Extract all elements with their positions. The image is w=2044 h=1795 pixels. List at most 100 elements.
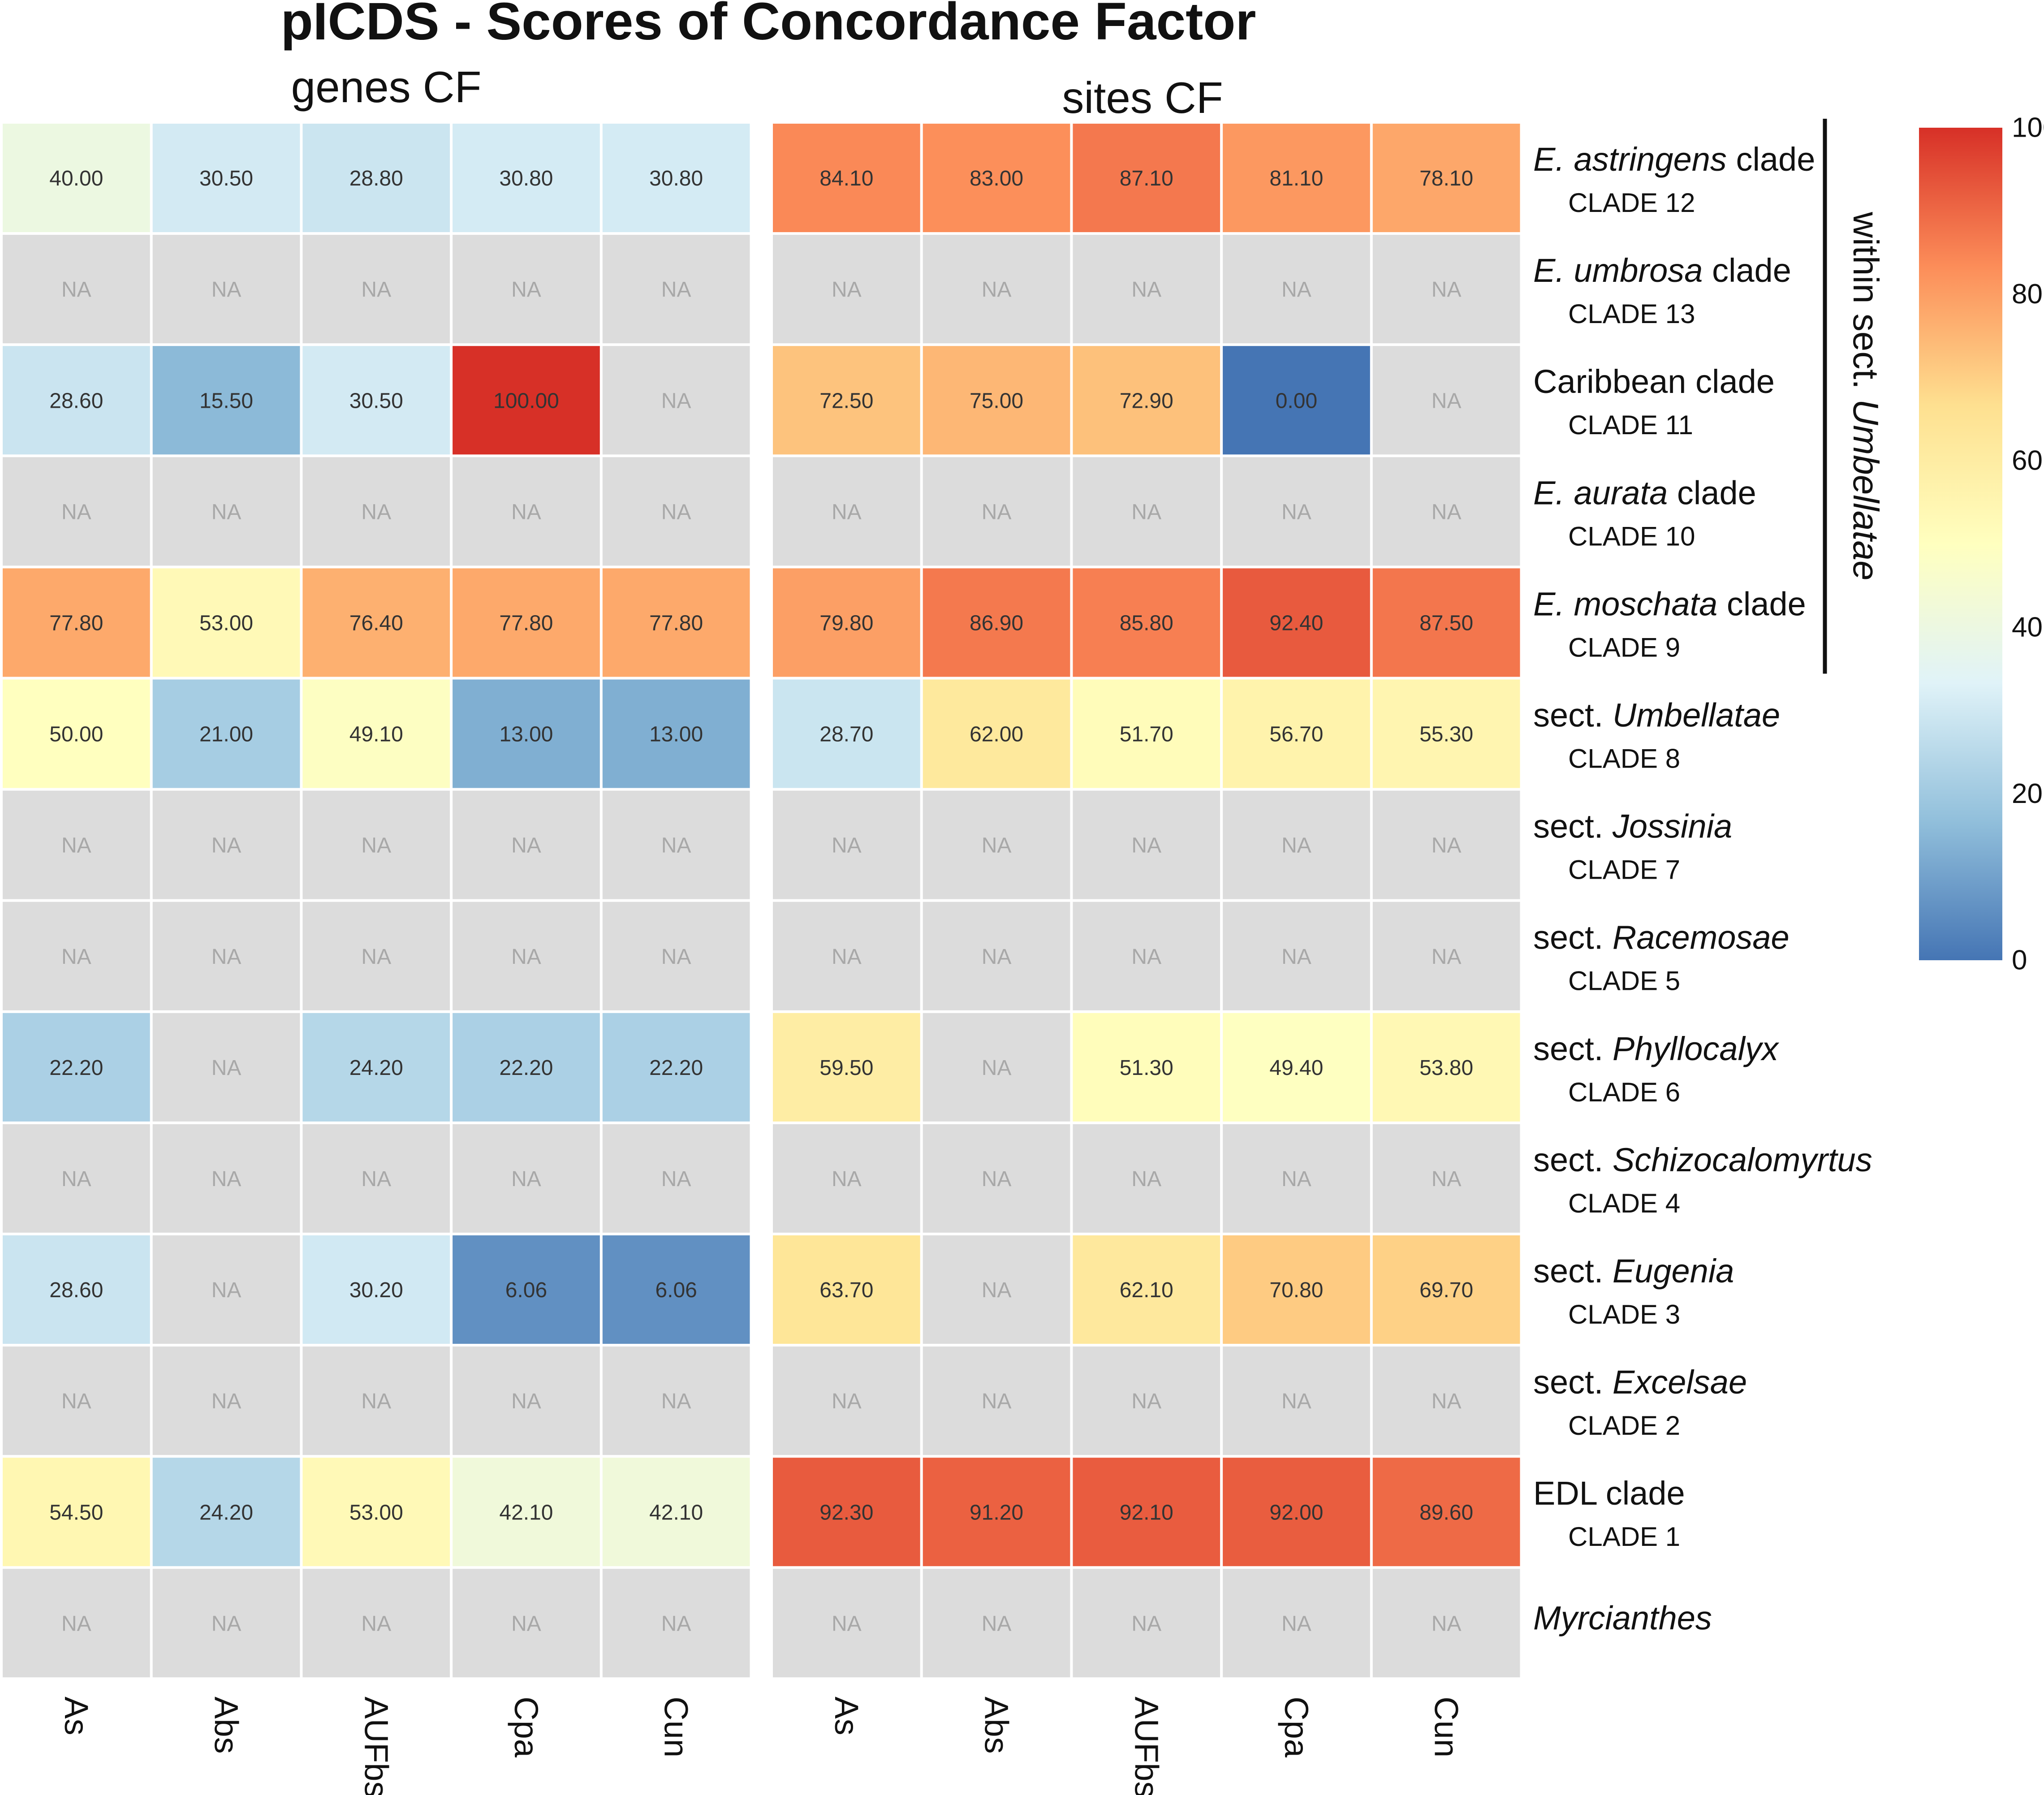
cell-genes-r0-c0 — [3, 124, 150, 233]
cell-label-sites-r5-c3: 56.70 — [1269, 723, 1323, 746]
cell-label-genes-r7-c3: NA — [511, 945, 541, 969]
cell-sites-r3-c3 — [1223, 457, 1370, 566]
cell-sites-r6-c3 — [1223, 790, 1370, 899]
cell-genes-r10-c1 — [152, 1235, 300, 1344]
row-label-8: sect. Phyllocalyx — [1533, 1030, 1780, 1067]
panel-title-genes: genes CF — [291, 62, 482, 112]
row-sublabel-9: CLADE 4 — [1568, 1188, 1680, 1218]
cell-sites-r6-c1 — [923, 790, 1070, 899]
cell-sites-r3-c2 — [1073, 457, 1220, 566]
cell-label-genes-r7-c1: NA — [211, 945, 241, 969]
cell-label-genes-r6-c2: NA — [361, 834, 391, 858]
column-label-sites-aufbs: AUFbs — [1128, 1696, 1165, 1795]
cell-label-genes-r13-c0: NA — [61, 1612, 91, 1635]
cell-label-genes-r7-c4: NA — [661, 945, 691, 969]
cell-sites-r9-c1 — [923, 1124, 1070, 1233]
row-label-0: E. astringens clade — [1533, 141, 1815, 178]
cell-genes-r10-c3 — [453, 1235, 600, 1344]
row-label-11: sect. Excelsae — [1533, 1364, 1747, 1401]
cell-genes-r10-c2 — [302, 1235, 450, 1344]
cell-sites-r11-c4 — [1372, 1346, 1520, 1455]
cell-genes-r11-c0 — [3, 1346, 150, 1455]
cell-label-genes-r1-c4: NA — [661, 278, 691, 302]
cell-label-genes-r8-c1: NA — [211, 1056, 241, 1080]
row-label-3: E. aurata clade — [1533, 474, 1756, 511]
cell-sites-r0-c3 — [1223, 124, 1370, 233]
cell-genes-r11-c1 — [152, 1346, 300, 1455]
cell-genes-r9-c4 — [602, 1124, 750, 1233]
cell-label-sites-r12-c4: 89.60 — [1419, 1501, 1473, 1524]
cell-label-genes-r4-c0: 77.80 — [49, 611, 103, 635]
cell-label-sites-r1-c0: NA — [832, 278, 862, 302]
bracket-label: within sect. Umbellatae — [1846, 211, 1886, 581]
cell-label-sites-r4-c4: 87.50 — [1419, 611, 1473, 635]
colorbar-tick-0: 0 — [2012, 945, 2027, 976]
cell-label-genes-r2-c1: 15.50 — [199, 389, 253, 413]
colorbar-tick-40: 40 — [2012, 612, 2043, 643]
cell-sites-r7-c2 — [1073, 902, 1220, 1010]
cell-genes-r9-c1 — [152, 1124, 300, 1233]
cell-sites-r0-c0 — [773, 124, 920, 233]
cell-label-sites-r2-c0: 72.50 — [819, 389, 873, 413]
cell-label-genes-r3-c2: NA — [361, 500, 391, 524]
cell-sites-r5-c2 — [1073, 679, 1220, 788]
chart-title: pICDS - Scores of Concordance Factor — [281, 0, 1256, 51]
cell-label-genes-r8-c4: 22.20 — [649, 1056, 703, 1080]
cell-label-genes-r11-c4: NA — [661, 1389, 691, 1413]
cell-label-sites-r7-c0: NA — [832, 945, 862, 969]
cell-label-sites-r2-c3: 0.00 — [1276, 389, 1317, 413]
cell-label-genes-r13-c4: NA — [661, 1612, 691, 1635]
cell-label-sites-r0-c3: 81.10 — [1269, 167, 1323, 190]
column-label-sites-cun: Cun — [1428, 1696, 1465, 1757]
cell-sites-r4-c2 — [1073, 568, 1220, 677]
cell-genes-r0-c4 — [602, 124, 750, 233]
cell-label-sites-r7-c3: NA — [1281, 945, 1311, 969]
cell-label-genes-r8-c3: 22.20 — [499, 1056, 553, 1080]
cell-sites-r8-c2 — [1073, 1013, 1220, 1122]
cell-genes-r8-c1 — [152, 1013, 300, 1122]
cell-label-genes-r3-c4: NA — [661, 500, 691, 524]
cell-label-genes-r0-c1: 30.50 — [199, 167, 253, 190]
cell-label-sites-r6-c3: NA — [1281, 834, 1311, 858]
cell-sites-r11-c2 — [1073, 1346, 1220, 1455]
cell-label-genes-r5-c4: 13.00 — [649, 723, 703, 746]
cell-genes-r1-c1 — [152, 235, 300, 344]
cell-label-genes-r0-c0: 40.00 — [49, 167, 103, 190]
cell-sites-r1-c1 — [923, 235, 1070, 344]
cell-genes-r13-c1 — [152, 1569, 300, 1678]
umbellatae-bracket: within sect. Umbellatae — [1823, 119, 1886, 674]
cell-genes-r3-c0 — [3, 457, 150, 566]
cell-genes-r4-c0 — [3, 568, 150, 677]
cell-sites-r13-c0 — [773, 1569, 920, 1678]
cell-sites-r9-c0 — [773, 1124, 920, 1233]
cell-sites-r10-c1 — [923, 1235, 1070, 1344]
cell-sites-r6-c2 — [1073, 790, 1220, 899]
column-label-genes-as: As — [58, 1696, 95, 1735]
cell-genes-r10-c4 — [602, 1235, 750, 1344]
cell-label-genes-r9-c0: NA — [61, 1167, 91, 1191]
cell-label-sites-r13-c3: NA — [1281, 1612, 1311, 1635]
row-label-10: sect. Eugenia — [1533, 1252, 1734, 1290]
cell-label-sites-r13-c4: NA — [1432, 1612, 1462, 1635]
cell-sites-r7-c1 — [923, 902, 1070, 1010]
cell-label-sites-r12-c2: 92.10 — [1120, 1501, 1173, 1524]
cell-sites-r10-c0 — [773, 1235, 920, 1344]
cell-label-genes-r12-c4: 42.10 — [649, 1501, 703, 1524]
cell-genes-r4-c3 — [453, 568, 600, 677]
cell-label-genes-r12-c2: 53.00 — [349, 1501, 403, 1524]
cell-genes-r7-c2 — [302, 902, 450, 1010]
cell-sites-r12-c4 — [1372, 1458, 1520, 1566]
cell-label-sites-r13-c0: NA — [832, 1612, 862, 1635]
cell-sites-r13-c1 — [923, 1569, 1070, 1678]
column-label-sites-cpa: Cpa — [1278, 1696, 1315, 1758]
cell-label-sites-r11-c4: NA — [1432, 1389, 1462, 1413]
cell-label-sites-r7-c4: NA — [1432, 945, 1462, 969]
cell-label-sites-r2-c1: 75.00 — [970, 389, 1023, 413]
cell-genes-r0-c1 — [152, 124, 300, 233]
cell-label-sites-r0-c0: 84.10 — [819, 167, 873, 190]
column-label-genes-cun: Cun — [658, 1696, 695, 1757]
row-label-13: Myrcianthes — [1533, 1599, 1712, 1636]
cell-label-sites-r10-c2: 62.10 — [1120, 1278, 1173, 1302]
cell-label-genes-r8-c0: 22.20 — [49, 1056, 103, 1080]
cell-label-sites-r11-c1: NA — [982, 1389, 1012, 1413]
